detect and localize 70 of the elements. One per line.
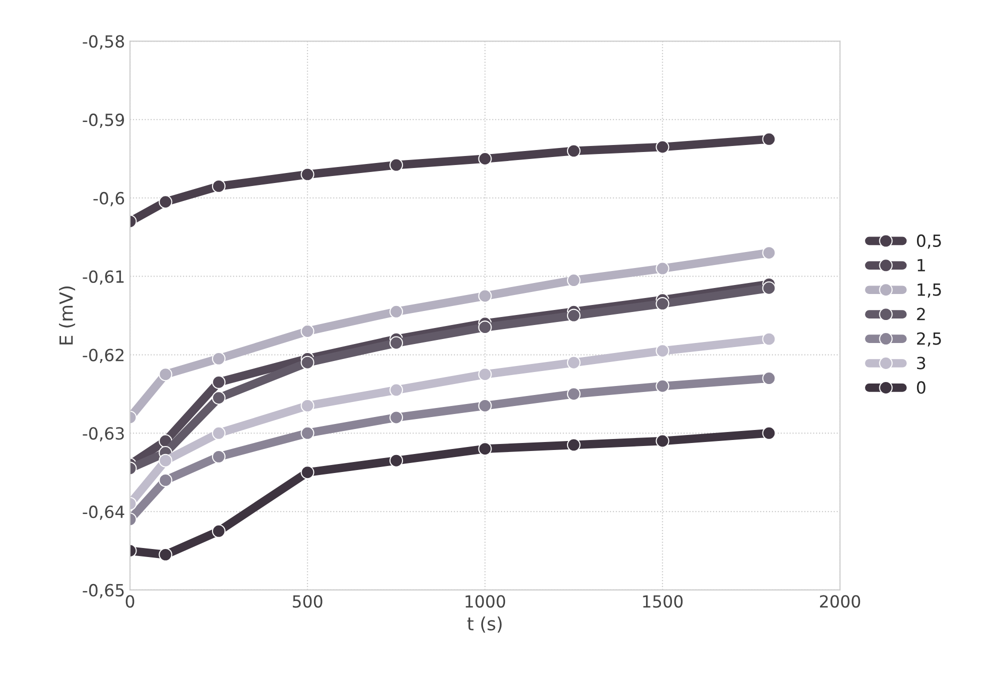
point xyxy=(389,158,404,172)
point xyxy=(389,383,404,397)
y-tick-label: -0,63 xyxy=(82,427,124,442)
point xyxy=(300,426,314,440)
y-tick-label: -0,58 xyxy=(82,35,124,50)
point xyxy=(656,434,670,448)
point xyxy=(478,442,492,456)
legend-label: 0 xyxy=(916,381,926,394)
point xyxy=(158,548,172,562)
point xyxy=(158,473,172,487)
point xyxy=(212,375,226,389)
point xyxy=(656,262,670,276)
point xyxy=(656,344,670,358)
point xyxy=(478,320,492,334)
point xyxy=(566,356,581,370)
point xyxy=(762,426,776,440)
point xyxy=(566,144,581,158)
legend-label: 1,5 xyxy=(918,284,941,298)
point xyxy=(478,398,492,412)
x-tick-label: 1000 xyxy=(466,595,506,608)
x-tick-label: 2000 xyxy=(820,595,860,608)
point xyxy=(300,356,314,370)
x-axis-title: t (s) xyxy=(467,616,502,633)
point xyxy=(389,410,404,424)
point xyxy=(300,466,314,480)
point xyxy=(478,368,492,382)
point xyxy=(762,132,776,146)
point xyxy=(656,379,670,393)
point xyxy=(389,454,404,468)
legend-label: 3 xyxy=(917,356,926,370)
legend-label: 2 xyxy=(917,308,925,320)
y-tick-label: -0,6 xyxy=(93,192,124,206)
point xyxy=(566,308,581,322)
y-tick-label: -0,61 xyxy=(82,270,124,285)
y-tick-label: -0,59 xyxy=(82,114,124,128)
point xyxy=(212,450,226,464)
y-tick-label: -0,64 xyxy=(82,506,124,520)
x-tick-label: 1500 xyxy=(643,595,683,608)
legend-label: 1 xyxy=(918,259,925,272)
point xyxy=(300,168,314,182)
point xyxy=(300,398,314,412)
legend-label: 0,5 xyxy=(916,234,941,249)
point xyxy=(158,368,172,382)
point xyxy=(212,426,226,440)
y-tick-label: -0,62 xyxy=(82,348,124,364)
x-tick-label: 500 xyxy=(292,595,322,608)
point xyxy=(158,454,172,468)
point xyxy=(566,438,581,452)
point xyxy=(656,140,670,154)
point xyxy=(762,332,776,346)
point xyxy=(566,387,581,401)
point xyxy=(656,297,670,311)
point xyxy=(762,281,776,295)
point xyxy=(158,195,172,209)
point xyxy=(212,524,226,538)
point xyxy=(212,391,226,405)
y-axis-title: E (mV) xyxy=(59,286,76,344)
point xyxy=(300,324,314,338)
point xyxy=(212,352,226,366)
y-tick-label: -0,65 xyxy=(82,584,124,598)
point xyxy=(389,304,404,318)
legend-label: 2,5 xyxy=(917,332,941,347)
point xyxy=(762,372,776,386)
x-tick-label: 0 xyxy=(126,595,134,608)
point xyxy=(566,274,581,288)
point xyxy=(478,152,492,166)
point xyxy=(212,179,226,193)
point xyxy=(478,289,492,303)
point xyxy=(762,246,776,260)
point xyxy=(389,336,404,350)
